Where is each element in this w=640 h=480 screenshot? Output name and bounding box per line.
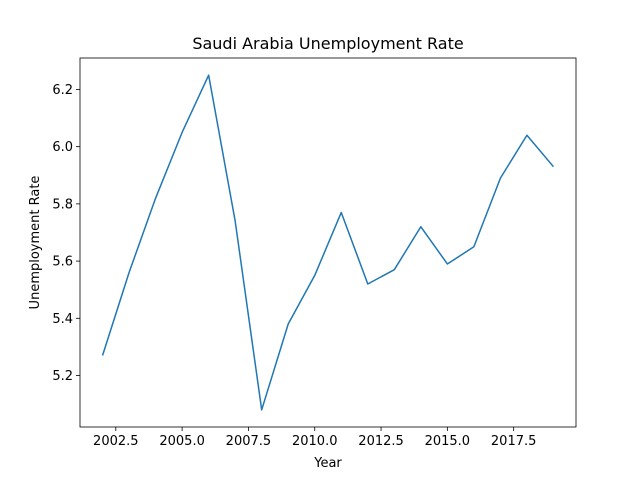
x-tick-label: 2012.5 (358, 434, 404, 449)
series-line (101, 74, 555, 411)
x-tick-label: 2010.0 (292, 434, 338, 449)
x-tick-label: 2007.5 (226, 434, 272, 449)
chart-title: Saudi Arabia Unemployment Rate (192, 34, 463, 53)
x-tick-label: 2002.5 (93, 434, 139, 449)
y-axis-title: Unemployment Rate (28, 176, 43, 310)
series-points (102, 75, 554, 410)
x-tick-label: 2005.0 (159, 434, 205, 449)
y-tick-label: 6.2 (52, 83, 73, 98)
y-tick-label: 5.8 (52, 197, 73, 212)
x-axis-title: Year (313, 456, 342, 471)
plot-area-frame (79, 57, 577, 428)
x-tick-label: 2017.5 (491, 434, 537, 449)
y-tick-label: 5.6 (52, 255, 73, 270)
y-tick-label: 6.0 (52, 140, 73, 155)
y-tick-label: 5.2 (52, 369, 73, 384)
y-axis: 5.2 5.4 5.6 5.8 6.0 6.2 (52, 83, 80, 384)
x-axis: 2002.5 2005.0 2007.5 2010.0 2012.5 2015.0 2017… (93, 427, 536, 449)
y-tick-label: 5.4 (52, 312, 73, 327)
x-tick-label: 2015.0 (425, 434, 471, 449)
